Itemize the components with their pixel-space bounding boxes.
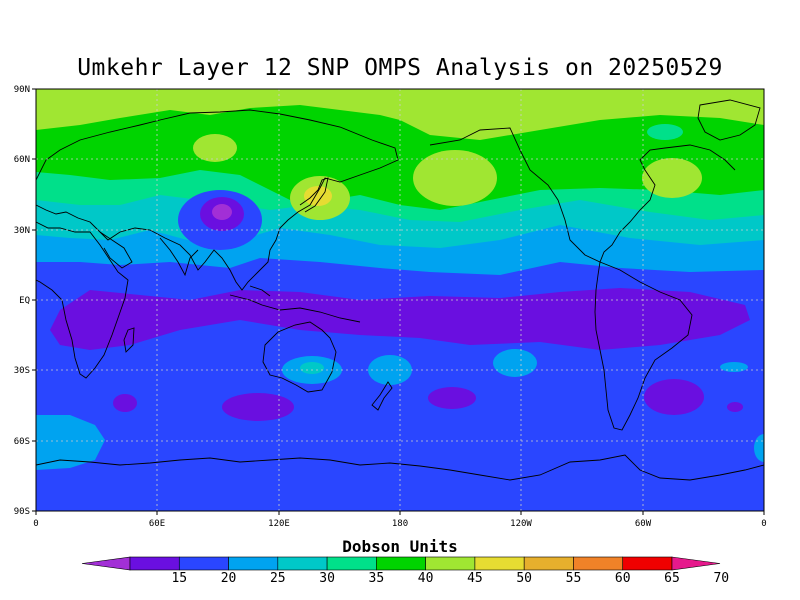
field-blob-30-nz <box>368 355 412 385</box>
lat-label: 60N <box>14 155 30 165</box>
colorbar-segment <box>523 556 574 571</box>
field-blob-35-australia <box>300 362 324 374</box>
field-blob-30-antarctic-west <box>36 415 105 470</box>
coast-greenland <box>697 99 761 141</box>
map-plot-area <box>36 89 764 511</box>
colorbar-label: 45 <box>467 571 483 586</box>
field-blob-15-himalaya <box>212 204 232 220</box>
lon-tick-labels: 0 60E 120E 180 120W 60W 0 <box>33 519 766 529</box>
lat-label: 30N <box>14 226 30 236</box>
colorbar-label: 15 <box>171 571 187 586</box>
colorbar-title: Dobson Units <box>342 537 458 556</box>
colorbar-label: 25 <box>270 571 286 586</box>
field-blob-30-chile <box>720 362 748 372</box>
lat-tick-marks <box>32 88 36 512</box>
colorbar-label: 40 <box>418 571 434 586</box>
field-blob-50-pacific <box>413 150 497 206</box>
lat-label: 60S <box>14 437 30 447</box>
coast-indonesia <box>229 285 361 323</box>
colorbar-label: 65 <box>664 571 680 586</box>
lon-label: 60E <box>149 519 165 529</box>
colorbar-segment <box>573 556 624 571</box>
colorbar-label: 70 <box>713 571 729 586</box>
field-blob-20-atlantic-south <box>644 379 704 415</box>
field-blob-20-pacific-south <box>428 387 476 409</box>
colorbar-label: 55 <box>566 571 582 586</box>
colorbar: 15 20 25 30 35 40 45 50 55 60 65 70 <box>81 556 729 586</box>
coast-madagascar <box>123 327 135 353</box>
colorbar-segment <box>129 556 180 571</box>
field-blob-50-siberia <box>193 134 237 162</box>
lon-label: 180 <box>392 519 408 529</box>
lon-label: 60W <box>635 519 652 529</box>
colorbar-segment <box>376 556 426 571</box>
lon-tick-marks <box>35 511 765 515</box>
lon-label: 120W <box>510 519 532 529</box>
coast-europe-asia <box>36 109 399 291</box>
coast-australia <box>262 321 337 393</box>
lon-label: 120E <box>268 519 290 529</box>
field-blob-20-africa-south <box>113 394 137 412</box>
coast-antarctica <box>36 454 764 481</box>
coast-india <box>159 237 199 277</box>
colorbar-label: 35 <box>369 571 385 586</box>
field-blob-30-pacific-south <box>493 349 537 377</box>
colorbar-segment <box>178 556 229 571</box>
field-blob-20-drake <box>727 402 743 412</box>
colorbar-segment <box>622 556 673 571</box>
field-blob-20-indian-ocean <box>222 393 294 421</box>
map-title: Umkehr Layer 12 SNP OMPS Analysis on 202… <box>77 55 723 81</box>
coast-africa <box>36 221 129 379</box>
colorbar-label: 20 <box>221 571 237 586</box>
colorbar-label: 60 <box>615 571 631 586</box>
coast-japan <box>299 177 329 213</box>
grid-lines <box>36 89 764 511</box>
colorbar-max-arrow <box>671 556 721 571</box>
coast-arabia <box>99 231 133 269</box>
coast-south-america <box>594 261 693 431</box>
colorbar-segment <box>277 556 328 571</box>
colorbar-segment <box>228 556 279 571</box>
colorbar-label: 50 <box>516 571 532 586</box>
colorbar-segment <box>326 556 377 571</box>
colorbar-label: 30 <box>319 571 335 586</box>
field-blob-50-atlantic <box>642 158 702 198</box>
colorbar-segment <box>474 556 525 571</box>
colorbar-segment <box>425 556 476 571</box>
lat-tick-labels: 90N 60N 30N EQ 30S 60S 90S <box>14 85 30 517</box>
lat-label: EQ <box>19 296 30 306</box>
coast-north-america <box>429 127 736 263</box>
colorbar-min-arrow <box>81 556 131 571</box>
lat-label: 90N <box>14 85 30 95</box>
lon-label: 0 <box>761 519 766 529</box>
field-blob-40-arctic <box>647 124 683 140</box>
coast-newzealand <box>371 381 393 411</box>
lat-label: 30S <box>14 366 30 376</box>
coastlines <box>36 99 764 481</box>
lon-label: 0 <box>33 519 38 529</box>
lat-label: 90S <box>14 507 30 517</box>
